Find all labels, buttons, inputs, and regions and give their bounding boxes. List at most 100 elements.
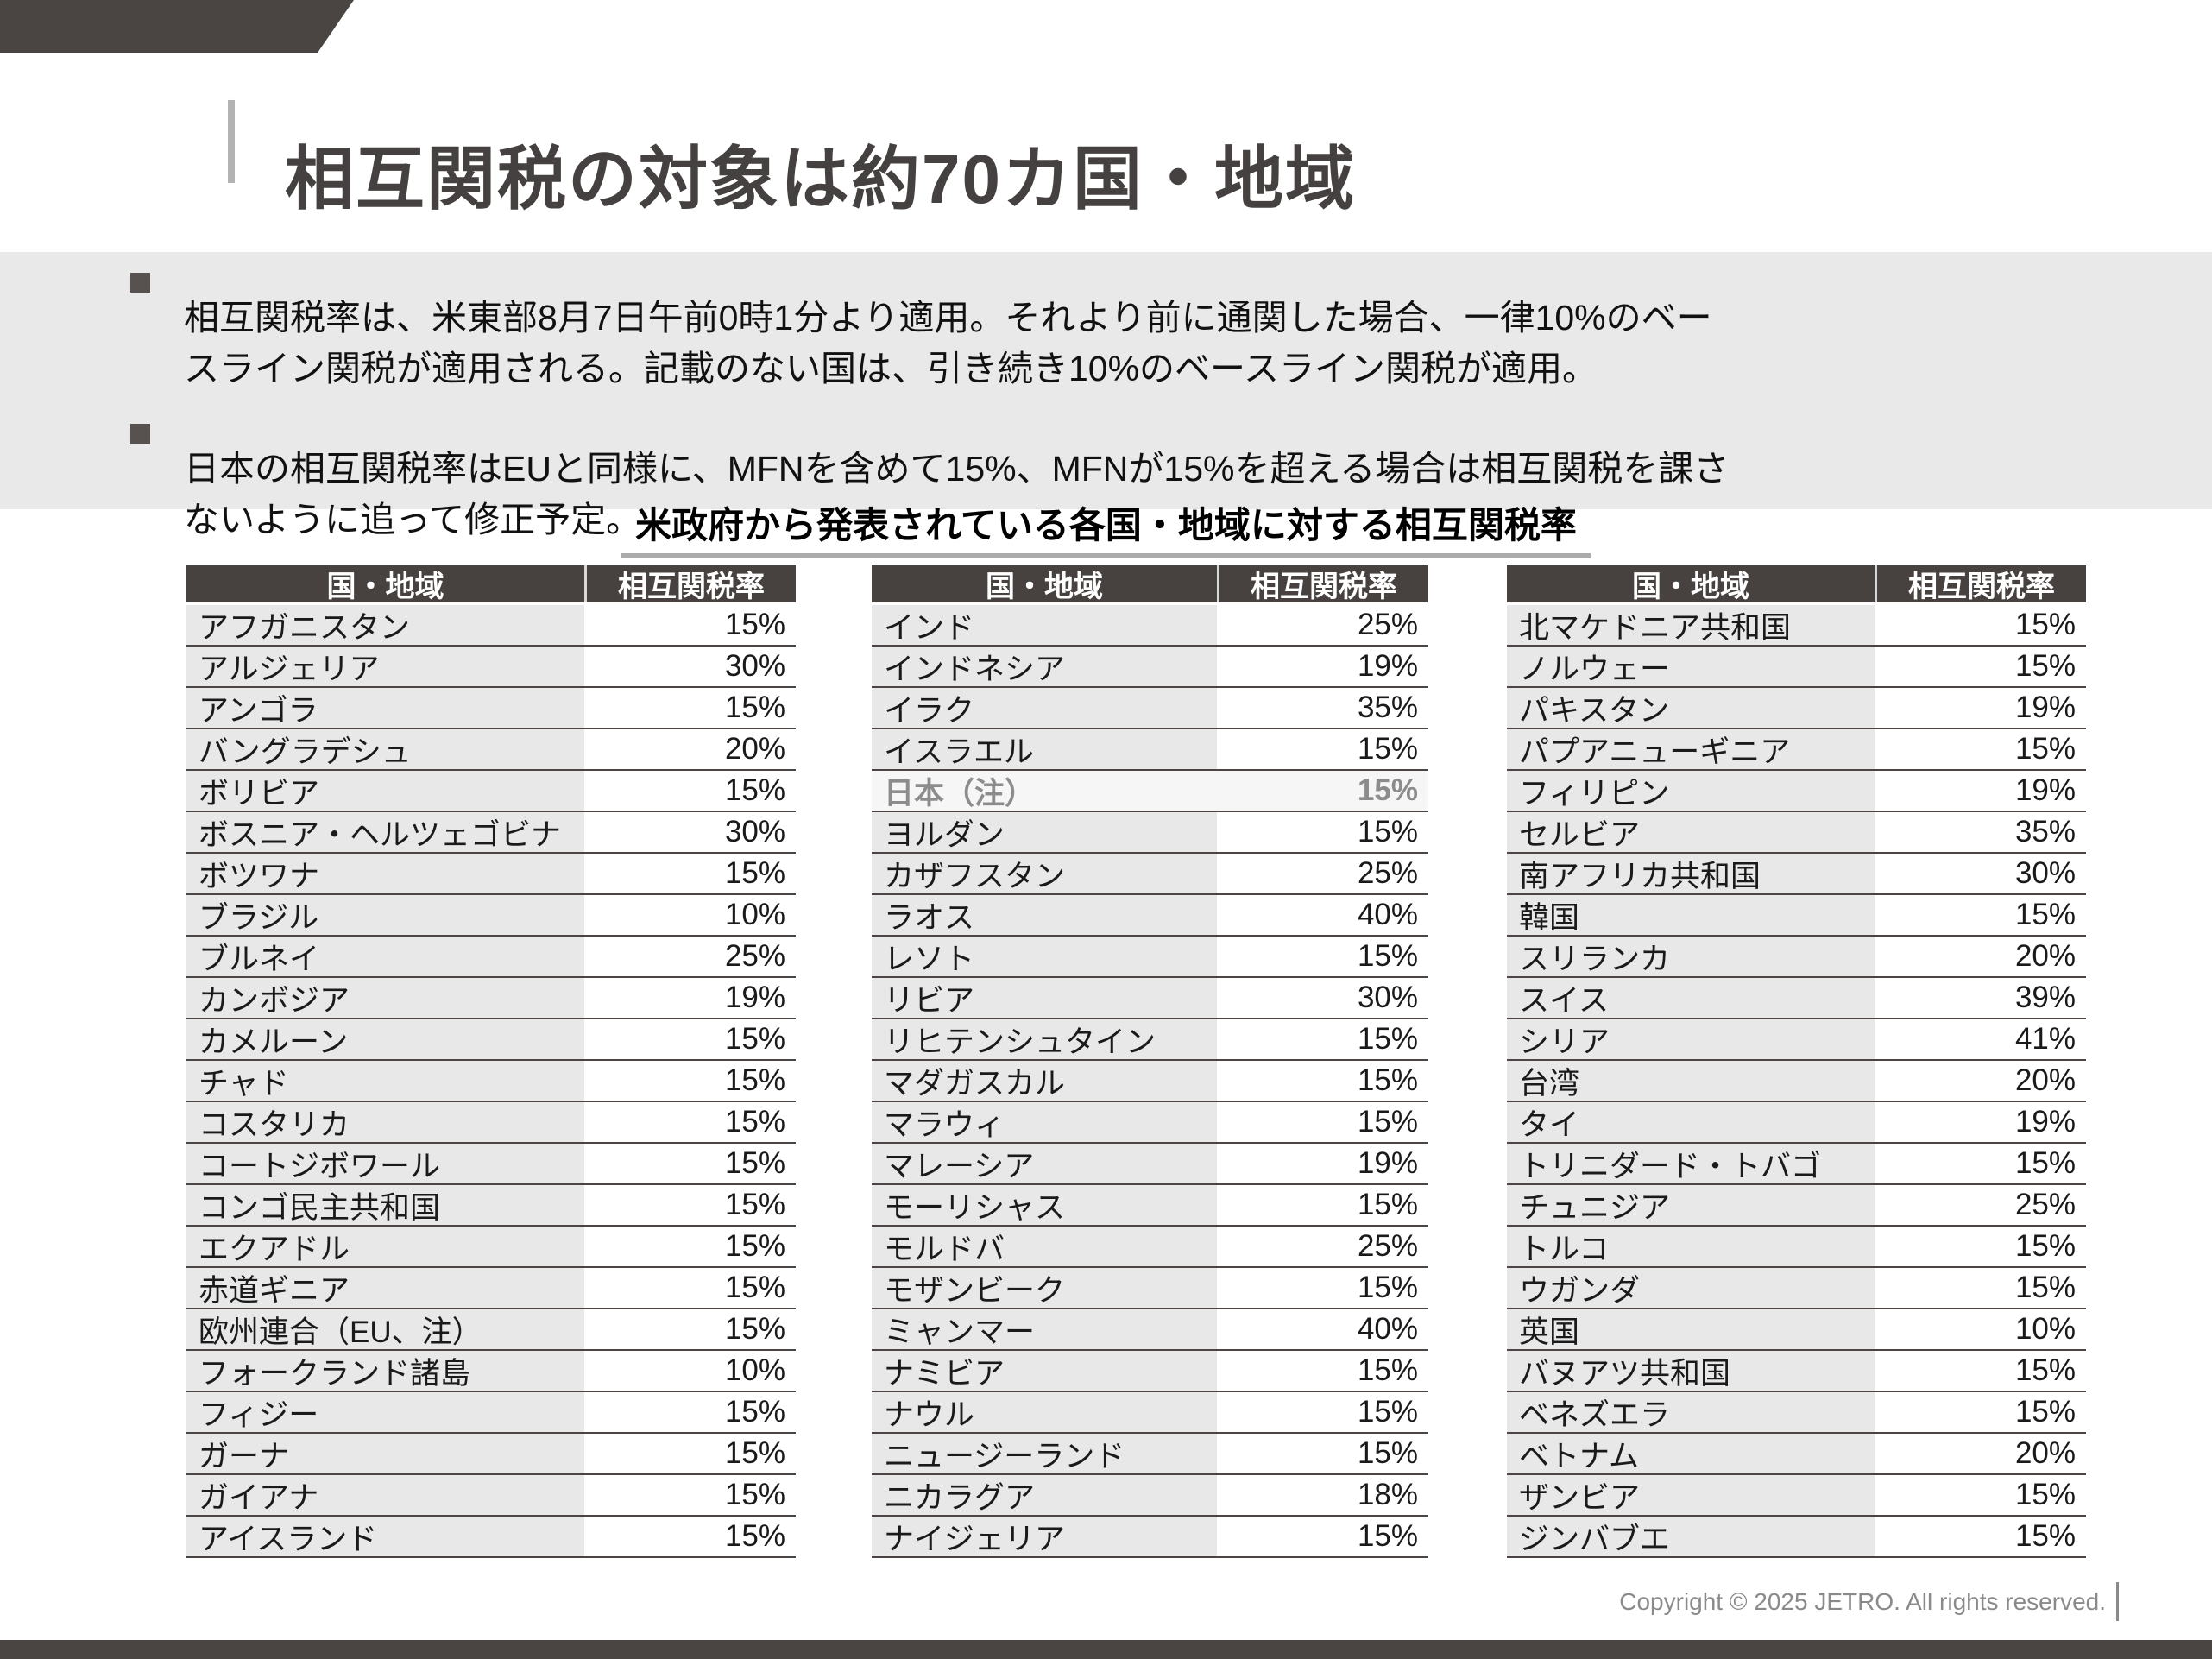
column-header-rate: 相互関税率 xyxy=(1217,565,1428,603)
rate-cell: 15% xyxy=(584,1392,796,1432)
table-row: ザンビア 15% xyxy=(1507,1475,2086,1517)
table-row: カメルーン 15% xyxy=(186,1019,796,1061)
country-cell: チャド xyxy=(186,1061,584,1101)
bottom-bar xyxy=(0,1640,2212,1659)
column-header-rate: 相互関税率 xyxy=(1875,565,2086,603)
table-row: フィジー 15% xyxy=(186,1392,796,1434)
rate-cell: 25% xyxy=(1217,605,1428,645)
rate-cell: 15% xyxy=(584,688,796,728)
table-row: ボリビア 15% xyxy=(186,771,796,812)
bullet-item-2: 日本の相互関税率はEUと同様に、MFNを含めて15%、MFNが15%を超える場合… xyxy=(184,444,2134,546)
table-row: ニカラグア 18% xyxy=(872,1475,1428,1517)
rate-cell: 19% xyxy=(1875,1102,2086,1142)
table-row: エクアドル 15% xyxy=(186,1227,796,1268)
column-header-country: 国・地域 xyxy=(986,571,1103,603)
rate-cell: 15% xyxy=(1875,1517,2086,1556)
rate-cell: 15% xyxy=(1217,1434,1428,1473)
rate-cell: 15% xyxy=(584,854,796,893)
table-row: ベネズエラ 15% xyxy=(1507,1392,2086,1434)
table-row: ジンバブエ 15% xyxy=(1507,1517,2086,1558)
rate-cell: 15% xyxy=(1217,937,1428,976)
country-cell: インド xyxy=(872,605,1217,645)
bullet-text-line: 日本の相互関税率はEUと同様に、MFNを含めて15%、MFNが15%を超える場合… xyxy=(184,449,1730,489)
country-cell: 北マケドニア共和国 xyxy=(1507,605,1875,645)
table-body: 北マケドニア共和国 15% ノルウェー 15% パキスタン 19% パプアニューギニア 15%… xyxy=(1507,605,2086,1558)
rate-cell: 15% xyxy=(1217,729,1428,769)
rate-cell: 15% xyxy=(1875,1351,2086,1391)
rate-cell: 19% xyxy=(1875,688,2086,728)
tariff-table-2: 国・地域 相互関税率 インド 25% インドネシア 19% イラク 35% イスラエル 15%… xyxy=(872,565,1428,1558)
rate-cell: 25% xyxy=(584,937,796,976)
table-row: バングラデシュ 20% xyxy=(186,729,796,771)
rate-cell: 39% xyxy=(1875,978,2086,1018)
table-row: ノルウェー 15% xyxy=(1507,647,2086,688)
rate-cell: 15% xyxy=(1217,1185,1428,1225)
country-cell: 欧州連合（EU、注） xyxy=(186,1309,584,1349)
table-row: ニュージーランド 15% xyxy=(872,1434,1428,1475)
rate-cell: 15% xyxy=(1217,1061,1428,1101)
country-cell: アフガニスタン xyxy=(186,605,584,645)
table-row-japan-highlight: 日本（注） 15% xyxy=(872,771,1428,812)
rate-cell: 15% xyxy=(1217,1268,1428,1308)
table-row: バヌアツ共和国 15% xyxy=(1507,1351,2086,1392)
country-cell: 韓国 xyxy=(1507,895,1875,935)
rate-cell: 15% xyxy=(584,1475,796,1515)
table-row: フィリピン 19% xyxy=(1507,771,2086,812)
bullet-text-line: ないように追って修正予定。 xyxy=(184,500,642,539)
rate-cell: 15% xyxy=(584,1061,796,1101)
country-cell: スイス xyxy=(1507,978,1875,1018)
rate-cell: 15% xyxy=(1217,1517,1428,1556)
country-cell: イスラエル xyxy=(872,729,1217,769)
table-row: イスラエル 15% xyxy=(872,729,1428,771)
table-row: ブラジル 10% xyxy=(186,895,796,937)
table-section-title: 米政府から発表されている各国・地域に対する相互関税率 xyxy=(621,504,1591,558)
country-cell: ナイジェリア xyxy=(872,1517,1217,1556)
table-row: モーリシャス 15% xyxy=(872,1185,1428,1227)
rate-cell: 25% xyxy=(1217,854,1428,893)
table-row: アフガニスタン 15% xyxy=(186,605,796,647)
table-row: チュニジア 25% xyxy=(1507,1185,2086,1227)
country-cell: アルジェリア xyxy=(186,647,584,686)
table-row: リビア 30% xyxy=(872,978,1428,1019)
country-cell: モルドバ xyxy=(872,1227,1217,1266)
bullet-item-1: 相互関税率は、米東部8月7日午前0時1分より適用。それより前に通関した場合、一律… xyxy=(184,293,2134,394)
table-row: セルビア 35% xyxy=(1507,812,2086,854)
country-cell: ボリビア xyxy=(186,771,584,811)
country-cell: セルビア xyxy=(1507,812,1875,852)
country-cell: パキスタン xyxy=(1507,688,1875,728)
bullet-text-line: スライン関税が適用される。記載のない国は、引き続き10%のベースライン関税が適用… xyxy=(184,349,1598,388)
country-cell: フィリピン xyxy=(1507,771,1875,811)
rate-cell: 30% xyxy=(584,812,796,852)
country-cell: ボスニア・ヘルツェゴビナ xyxy=(186,812,584,852)
table-header-row: 国・地域 相互関税率 xyxy=(872,565,1428,605)
country-cell: ザンビア xyxy=(1507,1475,1875,1515)
table-row: インドネシア 19% xyxy=(872,647,1428,688)
country-cell: モザンビーク xyxy=(872,1268,1217,1308)
table-row: ベトナム 20% xyxy=(1507,1434,2086,1475)
country-cell: シリア xyxy=(1507,1019,1875,1059)
country-cell: ベトナム xyxy=(1507,1434,1875,1473)
country-cell: コスタリカ xyxy=(186,1102,584,1142)
table-row: 欧州連合（EU、注） 15% xyxy=(186,1309,796,1351)
country-cell: リビア xyxy=(872,978,1217,1018)
country-cell: イラク xyxy=(872,688,1217,728)
rate-cell: 15% xyxy=(1875,647,2086,686)
table-row: シリア 41% xyxy=(1507,1019,2086,1061)
country-cell: ウガンダ xyxy=(1507,1268,1875,1308)
table-row: マダガスカル 15% xyxy=(872,1061,1428,1102)
table-row: ラオス 40% xyxy=(872,895,1428,937)
table-row: 南アフリカ共和国 30% xyxy=(1507,854,2086,895)
rate-cell: 19% xyxy=(1217,647,1428,686)
country-cell: マダガスカル xyxy=(872,1061,1217,1101)
rate-cell: 15% xyxy=(1875,1268,2086,1308)
country-cell: ジンバブエ xyxy=(1507,1517,1875,1556)
table-row: ブルネイ 25% xyxy=(186,937,796,978)
table-row: イラク 35% xyxy=(872,688,1428,729)
rate-cell: 15% xyxy=(1217,1102,1428,1142)
table-row: パプアニューギニア 15% xyxy=(1507,729,2086,771)
rate-cell: 15% xyxy=(1217,1351,1428,1391)
rate-cell: 15% xyxy=(1217,771,1428,811)
rate-cell: 20% xyxy=(1875,1061,2086,1101)
page-title: 相互関税の対象は約70カ国・地域 xyxy=(285,140,1356,218)
notes-box: 相互関税率は、米東部8月7日午前0時1分より適用。それより前に通関した場合、一律… xyxy=(0,252,2212,539)
